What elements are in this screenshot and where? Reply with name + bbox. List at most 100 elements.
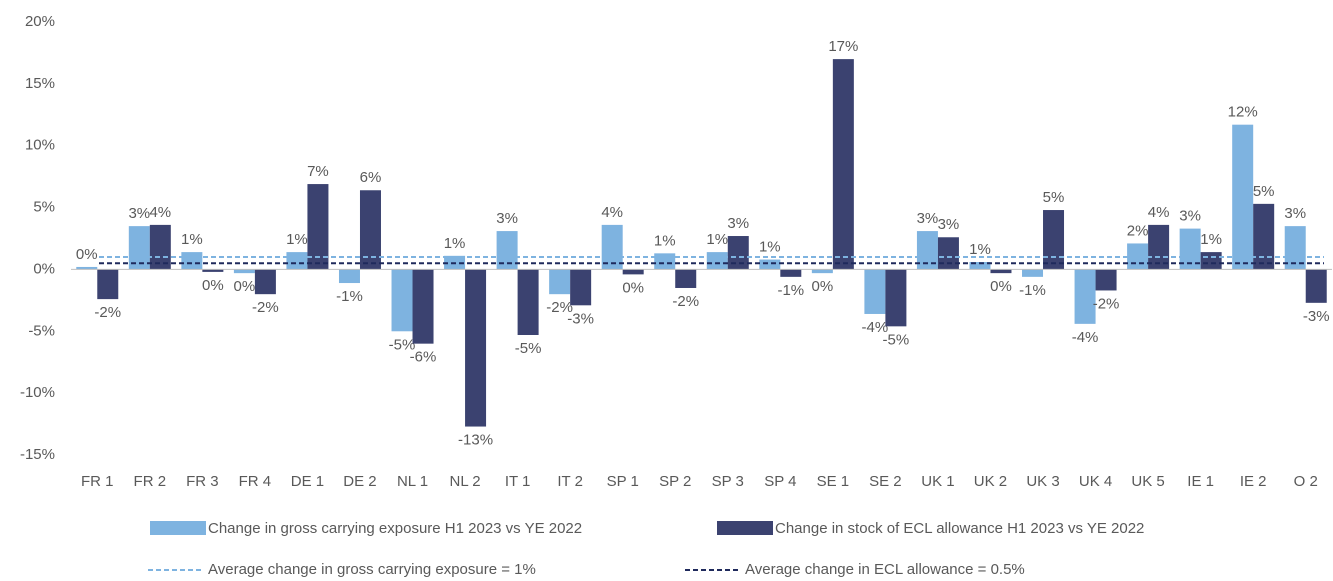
x-tick-label: SP 4	[764, 473, 796, 490]
x-tick-label: SE 1	[817, 473, 850, 490]
bar	[916, 231, 938, 270]
bar	[1232, 124, 1254, 270]
data-label: 6%	[360, 169, 382, 186]
x-tick-label: DE 2	[343, 473, 376, 490]
data-label: -5%	[515, 340, 542, 357]
data-label: 0%	[76, 246, 98, 263]
data-label: 2%	[1127, 222, 1149, 239]
data-label: -2%	[252, 299, 279, 316]
x-tick-label: IT 2	[557, 473, 583, 490]
bar	[76, 266, 98, 270]
x-tick-label: FR 4	[239, 473, 272, 490]
x-tick-label: FR 3	[186, 473, 219, 490]
bar	[1127, 243, 1149, 270]
data-label: 12%	[1228, 104, 1258, 121]
data-label: 0%	[622, 279, 644, 296]
bar	[759, 259, 781, 270]
bar	[233, 269, 255, 274]
bar	[885, 269, 907, 327]
data-label: 1%	[759, 239, 781, 256]
data-label: 0%	[234, 278, 256, 295]
bar	[780, 269, 802, 277]
data-label: -3%	[1303, 308, 1330, 325]
data-label: 1%	[654, 232, 676, 249]
x-tick-label: UK 1	[921, 473, 954, 490]
bar	[1043, 210, 1065, 270]
x-tick-label: NL 1	[397, 473, 428, 490]
y-tick-label: 20%	[25, 13, 55, 30]
x-tick-label: IE 2	[1240, 473, 1267, 490]
bar	[254, 269, 276, 295]
bar	[412, 269, 434, 344]
y-tick-label: 10%	[25, 137, 55, 154]
bar	[1148, 224, 1170, 270]
bar	[1095, 269, 1117, 291]
y-tick-label: -15%	[20, 446, 55, 463]
bar	[202, 269, 224, 272]
bar	[570, 269, 592, 306]
bar	[359, 190, 381, 270]
bar	[97, 269, 119, 300]
data-label: 3%	[1179, 208, 1201, 225]
data-label: 1%	[969, 241, 991, 258]
bar	[307, 184, 329, 270]
data-label: -13%	[458, 432, 493, 449]
data-label: 1%	[444, 235, 466, 252]
data-label: 4%	[149, 204, 171, 221]
x-tick-label: SP 2	[659, 473, 691, 490]
x-tick-label: SE 2	[869, 473, 902, 490]
legend-swatch	[717, 521, 773, 535]
bar	[181, 252, 203, 270]
data-label: 4%	[601, 204, 623, 221]
data-label: 3%	[938, 216, 960, 233]
bar	[1305, 269, 1327, 303]
bar	[338, 269, 360, 284]
data-label: 5%	[1043, 189, 1065, 206]
data-label: 3%	[917, 210, 939, 227]
data-label: 1%	[286, 231, 308, 248]
bar	[675, 269, 697, 288]
legend-label: Change in stock of ECL allowance H1 2023…	[775, 520, 1144, 537]
x-tick-label: UK 3	[1026, 473, 1059, 490]
y-tick-label: 5%	[33, 199, 55, 216]
legend-label: Average change in gross carrying exposur…	[208, 561, 536, 578]
y-tick-label: 0%	[33, 260, 55, 277]
bar	[128, 226, 150, 270]
data-label: 0%	[202, 277, 224, 294]
bar	[864, 269, 886, 314]
bar	[727, 236, 749, 270]
bar	[654, 253, 676, 270]
bar	[286, 252, 308, 270]
data-label: 0%	[990, 278, 1012, 295]
data-label: 17%	[828, 38, 858, 55]
bar	[1200, 252, 1222, 270]
data-label: -5%	[883, 331, 910, 348]
x-tick-label: UK 4	[1079, 473, 1112, 490]
bar	[622, 269, 644, 275]
y-tick-label: -10%	[20, 384, 55, 401]
data-label: 3%	[727, 215, 749, 232]
data-label: 4%	[1148, 204, 1170, 221]
bar	[391, 269, 413, 332]
x-tick-label: UK 2	[974, 473, 1007, 490]
bar	[937, 237, 959, 270]
data-label: 0%	[812, 278, 834, 295]
x-tick-label: DE 1	[291, 473, 324, 490]
data-label: -2%	[672, 293, 699, 310]
bar	[1284, 226, 1306, 270]
data-label: 3%	[1284, 205, 1306, 222]
legend-label: Average change in ECL allowance = 0.5%	[745, 561, 1025, 578]
data-label: -4%	[1072, 329, 1099, 346]
data-label: -6%	[410, 349, 437, 366]
data-label: -2%	[546, 299, 573, 316]
data-label: 1%	[706, 231, 728, 248]
data-label: -1%	[336, 288, 363, 305]
data-label: -5%	[389, 336, 416, 353]
bar	[811, 269, 833, 274]
x-tick-label: IE 1	[1187, 473, 1214, 490]
bar	[1179, 228, 1201, 270]
bar	[990, 269, 1012, 274]
data-label: -1%	[777, 282, 804, 299]
x-tick-label: O 2	[1294, 473, 1318, 490]
